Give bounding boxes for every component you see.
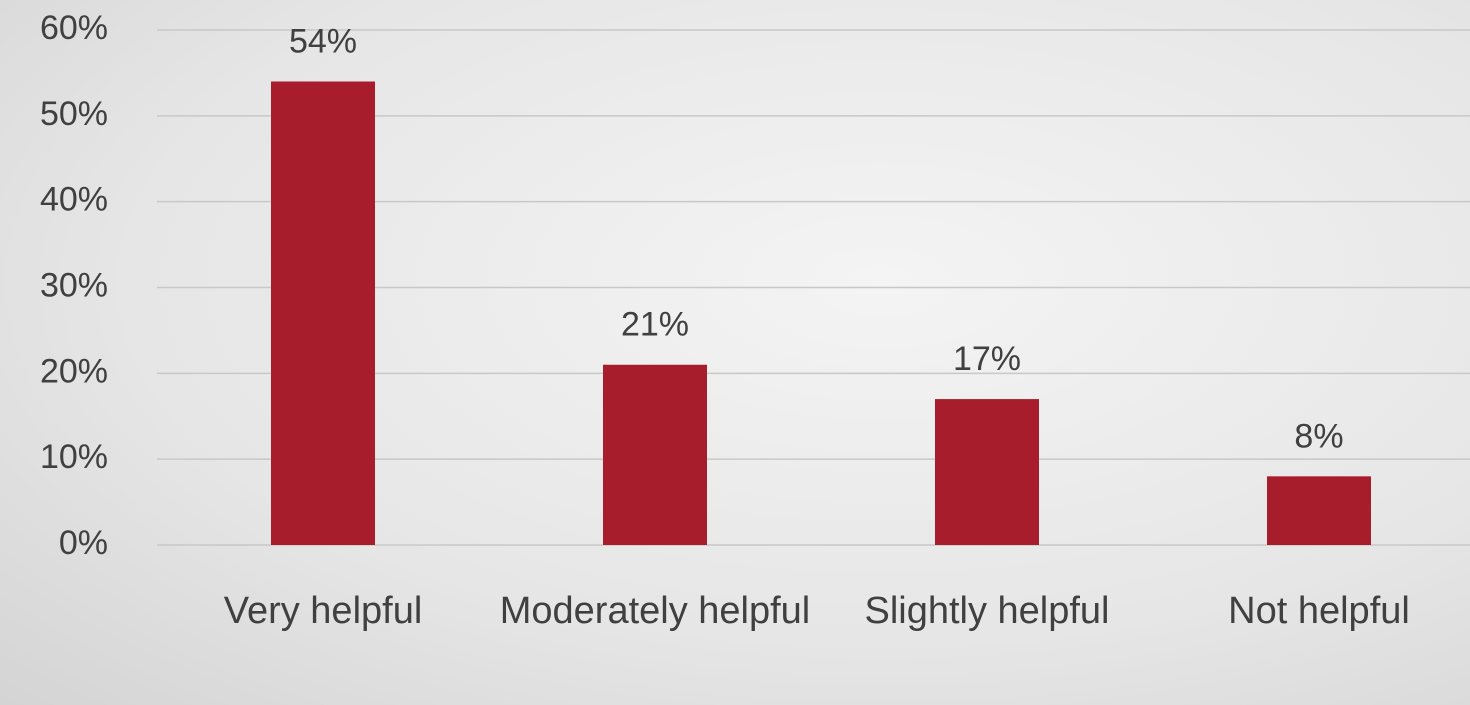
- x-tick-label: Slightly helpful: [822, 588, 1152, 634]
- x-tick-label: Not helpful: [1154, 588, 1470, 634]
- value-label: 54%: [289, 22, 357, 60]
- y-tick-label: 40%: [40, 181, 108, 219]
- bar: [935, 399, 1039, 545]
- bar: [271, 82, 375, 546]
- x-tick-label: Moderately helpful: [490, 588, 820, 634]
- value-label: 17%: [953, 340, 1021, 378]
- bar: [1267, 476, 1371, 545]
- y-tick-label: 30%: [40, 266, 108, 304]
- y-tick-label: 50%: [40, 95, 108, 133]
- y-tick-label: 20%: [40, 352, 108, 390]
- y-tick-label: 0%: [59, 524, 108, 562]
- value-label: 8%: [1294, 417, 1343, 455]
- chart-area: 0% 10% 20% 30% 40% 50% 60% 54% 21% 17% 8% Very hel…: [0, 0, 1470, 705]
- x-tick-label: Very helpful: [158, 588, 488, 634]
- value-label: 21%: [621, 306, 689, 344]
- bar: [603, 365, 707, 545]
- y-tick-label: 60%: [40, 9, 108, 47]
- y-tick-label: 10%: [40, 438, 108, 476]
